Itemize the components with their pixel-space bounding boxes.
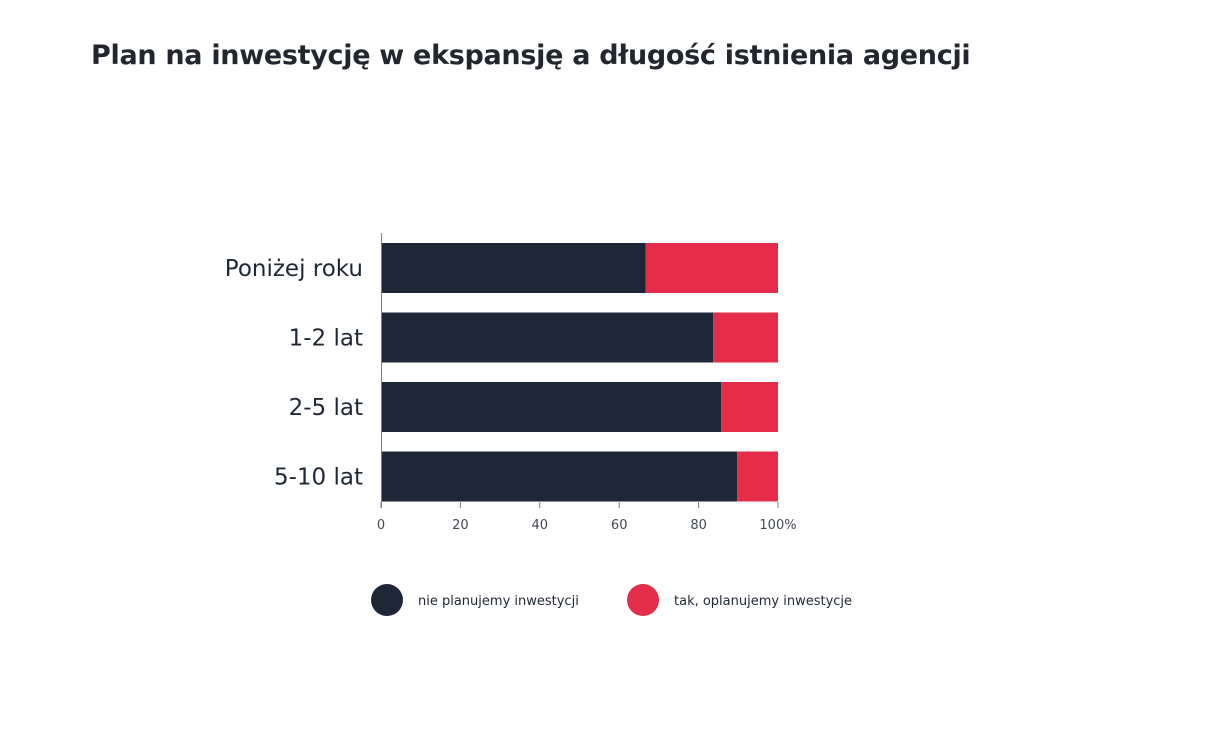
legend-label-2: tak, oplanujemy inwestycje [674,594,852,609]
x-tick-label: 80 [690,518,707,533]
bar-segment-2-3 [721,382,778,432]
chart-title: Plan na inwestycję w ekspansję a długość… [91,40,971,71]
x-tick-label: 100% [759,518,796,533]
bar-segment-2-2 [713,312,778,363]
bar-segment-1-3 [381,382,722,432]
bars-layer [381,243,778,502]
category-label: 5-10 lat [274,465,363,491]
category-label: 1-2 lat [289,326,363,352]
x-tick-label: 40 [532,518,549,533]
labels-layer: Poniżej roku 1-2 lat 2-5 lat 5-10 lat [225,256,363,491]
bar-segment-1-2 [381,312,714,363]
x-tick-label: 20 [452,518,469,533]
bar-segment-2-4 [737,451,778,502]
legend: nie planujemy inwestycji tak, oplanujemy … [371,584,852,616]
category-label: 2-5 lat [289,395,363,421]
legend-swatch-1 [371,584,403,616]
legend-label-1: nie planujemy inwestycji [418,594,579,609]
x-tick-label: 0 [377,518,385,533]
x-tick-label: 60 [611,518,628,533]
bar-segment-2-1 [645,243,778,293]
legend-swatch-2 [627,584,659,616]
axis-layer: 0 20 40 60 80 100% [377,233,797,533]
bar-segment-1-4 [381,451,738,502]
category-label: Poniżej roku [225,256,363,282]
bar-segment-1-1 [381,243,646,293]
